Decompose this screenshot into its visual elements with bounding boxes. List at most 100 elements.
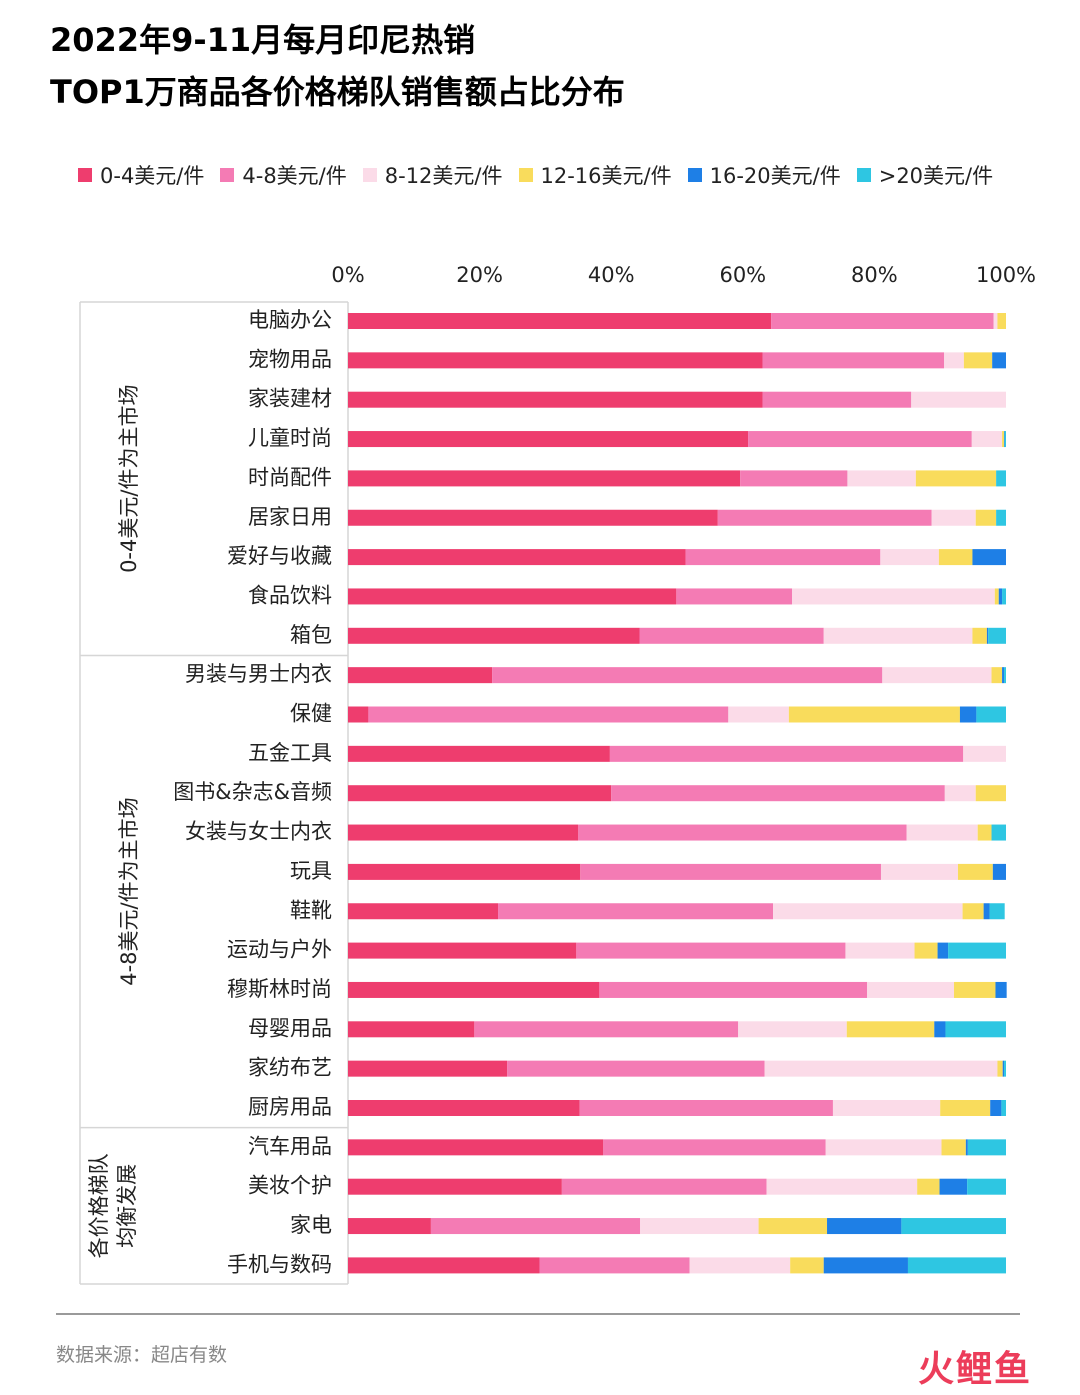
category-label: 鞋靴	[290, 898, 332, 922]
bar-segment	[867, 981, 955, 998]
bar-segment	[639, 627, 824, 644]
bar-segment	[1002, 1060, 1005, 1077]
bar-segment	[1002, 431, 1005, 448]
bar-segment	[995, 981, 1007, 998]
bar-segment	[348, 981, 600, 998]
category-label: 穆斯林时尚	[227, 977, 332, 1001]
bar-segment	[348, 942, 577, 959]
bar-segment	[728, 706, 789, 723]
bar-segment	[996, 509, 1006, 526]
bar-segment	[348, 627, 640, 644]
bar-segment	[474, 1021, 739, 1038]
group-label: 4-8美元/件为主市场	[117, 797, 141, 985]
legend-label: >20美元/件	[878, 164, 994, 188]
bar-segment	[1002, 667, 1005, 684]
bar-segment	[348, 785, 612, 802]
bar-segment	[944, 352, 964, 369]
bar-segment	[986, 627, 989, 644]
bar-segment	[983, 903, 990, 920]
bar-segment	[348, 549, 686, 566]
category-label: 爱好与收藏	[227, 544, 332, 568]
bar-segment	[823, 627, 973, 644]
bar-segment	[1004, 1060, 1006, 1077]
bar-segment	[368, 706, 729, 723]
bar-segment	[963, 352, 993, 369]
bar-segment	[994, 588, 999, 605]
bar-segment	[948, 942, 1006, 959]
bar-segment	[689, 1257, 791, 1274]
bar-segment	[975, 785, 1006, 802]
bar-segment	[792, 588, 995, 605]
bar-segment	[1004, 667, 1006, 684]
bar-segment	[348, 667, 493, 684]
legend-label: 4-8美元/件	[242, 164, 347, 188]
category-label: 居家日用	[248, 505, 332, 529]
legend-item: >20美元/件	[856, 160, 994, 190]
legend-label: 12-16美元/件	[540, 164, 672, 188]
x-tick-label: 60%	[719, 263, 766, 287]
x-tick-label: 20%	[456, 263, 503, 287]
bar-segment	[348, 706, 369, 723]
bar-segment	[972, 627, 987, 644]
bar-segment	[846, 1021, 935, 1038]
bar-segment	[348, 588, 677, 605]
bar-segment	[917, 1178, 940, 1195]
bar-segment	[430, 1218, 641, 1235]
category-label: 保健	[290, 702, 332, 726]
group-label: 0-4美元/件为主市场	[117, 385, 141, 573]
bar-segment	[348, 352, 763, 369]
bar-segment	[962, 903, 984, 920]
bar-segment	[945, 1021, 1006, 1038]
bar-segment	[832, 1100, 941, 1116]
bar-segment	[717, 509, 932, 526]
bar-segment	[937, 942, 949, 959]
category-label: 儿童时尚	[248, 426, 332, 450]
bar-segment	[348, 470, 741, 487]
category-label: 图书&杂志&音频	[173, 780, 332, 804]
bar-segment	[965, 1139, 968, 1156]
bar-segment	[603, 1139, 826, 1156]
bar-segment	[685, 549, 881, 566]
footer-divider	[56, 1313, 1020, 1315]
bar-segment	[954, 981, 996, 998]
bar-segment	[997, 313, 1006, 329]
bar-segment	[348, 1060, 508, 1077]
bar-segment	[348, 1021, 475, 1038]
bar-segment	[939, 1178, 968, 1195]
category-label: 母婴用品	[248, 1016, 332, 1040]
bar-segment	[788, 706, 960, 723]
bar-segment	[348, 903, 499, 920]
x-tick-label: 100%	[976, 263, 1036, 287]
bar-segment	[498, 903, 774, 920]
bar-segment	[992, 352, 1006, 369]
bar-segment	[941, 1139, 966, 1156]
category-label: 宠物用品	[248, 347, 332, 371]
category-label: 汽车用品	[248, 1134, 332, 1158]
bar-segment	[762, 391, 912, 408]
legend-item: 0-4美元/件	[78, 160, 204, 190]
bar-segment	[940, 1100, 991, 1116]
legend-item: 4-8美元/件	[220, 160, 347, 190]
bar-segment	[1004, 431, 1005, 448]
bar-segment	[758, 1218, 828, 1235]
data-source: 数据来源：超店有数	[56, 1344, 228, 1366]
bar-segment	[931, 509, 976, 526]
bar-segment	[976, 706, 1006, 723]
bar-segment	[348, 1218, 431, 1235]
bar-segment	[967, 1178, 1006, 1195]
x-tick-label: 0%	[331, 263, 364, 287]
group-label: 均衡发展	[115, 1164, 139, 1248]
bar-segment	[348, 1257, 540, 1274]
category-label: 五金工具	[248, 741, 332, 765]
category-label: 美妆个护	[248, 1174, 332, 1198]
category-label: 食品饮料	[248, 583, 332, 607]
bar-segment	[579, 1100, 833, 1116]
bar-segment	[991, 667, 1003, 684]
bar-segment	[1001, 1100, 1006, 1116]
bar-segment	[348, 1178, 562, 1195]
legend-label: 8-12美元/件	[384, 164, 503, 188]
category-label: 运动与户外	[227, 938, 332, 962]
bar-segment	[766, 1178, 918, 1195]
bar-segment	[975, 509, 997, 526]
